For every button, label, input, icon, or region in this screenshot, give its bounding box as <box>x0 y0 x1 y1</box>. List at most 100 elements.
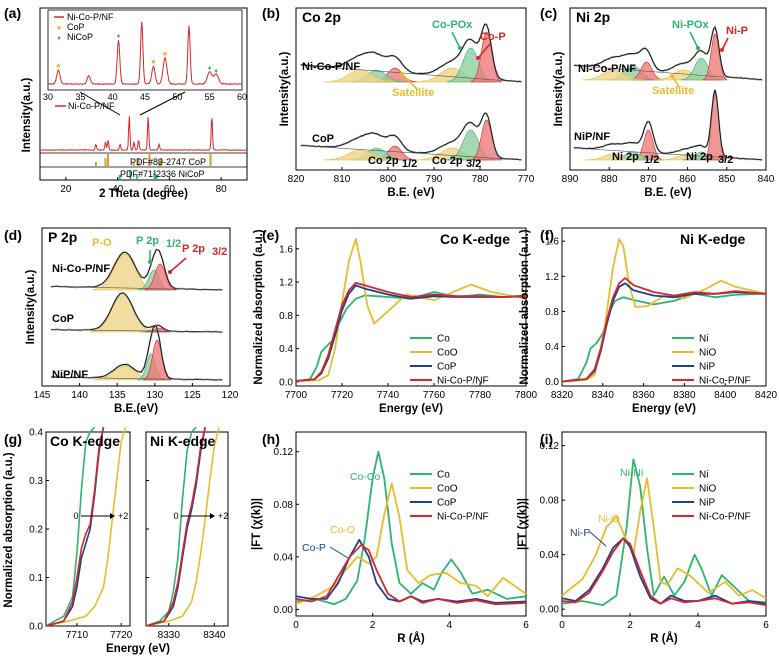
arrow-head <box>400 72 404 76</box>
series-line-ni-co-p/nf <box>295 544 527 606</box>
x-tick-label: 6 <box>763 620 769 631</box>
y-tick-label: 0.8 <box>545 307 559 318</box>
zoom-arrow <box>79 91 121 116</box>
x-tick-label: 4 <box>447 620 453 631</box>
y-tick-label: 0.08 <box>540 496 560 507</box>
series-line-nip <box>561 537 767 605</box>
xps-frame <box>295 7 527 171</box>
x-tick-label: 7780 <box>469 390 492 401</box>
legend-label: CoP <box>437 362 457 373</box>
annotation: Ni-P <box>726 25 748 37</box>
annotation: 3/2 <box>718 154 733 166</box>
x-tick-label: 880 <box>601 174 618 185</box>
legend-label: Ni-Co-P/NF <box>437 512 489 523</box>
annotation: Ni-POx <box>672 19 710 31</box>
x-axis-label: 2 Theta (degree) <box>99 188 188 200</box>
panel-title: Co 2p <box>302 9 341 25</box>
zoom-arrow <box>139 91 186 116</box>
xps-component-peak <box>324 149 397 161</box>
panel-label: (e) <box>262 227 279 243</box>
x-tick-label: 770 <box>518 174 535 185</box>
x-tick-label: 125 <box>184 390 201 401</box>
exafs-frame <box>561 431 767 617</box>
annotation: Co 2p <box>432 155 463 167</box>
legend-label: Ni <box>699 470 708 481</box>
x-axis-label: B.E. (eV) <box>644 187 691 199</box>
panel-title: Ni K-edge <box>680 231 746 247</box>
x-axis-label: Energy (eV) <box>379 403 443 415</box>
x-tick-label: 7700 <box>285 390 308 401</box>
bond-annotation: Ni-Ni <box>620 467 643 479</box>
panel-label: (d) <box>4 227 22 243</box>
legend-marker: ♦ <box>57 35 61 42</box>
x-tick-label: 8330 <box>158 630 181 641</box>
annotation-pointer <box>589 531 607 547</box>
x-tick-label: 7720 <box>331 390 354 401</box>
x-tick-label: 2 <box>627 620 633 631</box>
sample-label: CoP <box>52 313 74 325</box>
x-tick-label: 840 <box>758 174 775 185</box>
series-line-ni-co-p/nf <box>561 277 767 383</box>
legend-label: Co <box>437 470 450 481</box>
arrow-head <box>148 260 152 264</box>
legend-label: NiO <box>699 348 716 359</box>
xps-baseline <box>51 286 223 291</box>
x-tick-label: 8360 <box>632 390 655 401</box>
annotation-arrow <box>721 37 729 51</box>
panel-label: (a) <box>4 5 21 21</box>
annotation-arrow <box>451 31 461 49</box>
x-tick-label: 60 <box>164 184 176 195</box>
panel-label: (b) <box>262 5 280 21</box>
y-tick-label: 0.2 <box>29 525 43 536</box>
legend-label: NiP <box>699 498 715 509</box>
annotation: 3/2 <box>466 158 481 170</box>
legend-label: Ni <box>699 334 708 345</box>
y-tick-label: 0.12 <box>540 441 560 452</box>
legend-label: CoO <box>437 484 458 495</box>
x-tick-label: 7710 <box>66 630 89 641</box>
xps-component-peak <box>143 339 171 381</box>
x-tick-label: 810 <box>334 174 351 185</box>
y-axis-label: Intensity(a.u.) <box>21 77 33 152</box>
legend-label: CoO <box>437 348 458 359</box>
arrow-head <box>696 46 700 50</box>
x-tick-label: 130 <box>146 390 163 401</box>
x-tick-label: 890 <box>562 174 579 185</box>
legend-label: Co <box>437 334 450 345</box>
x-tick-label: 145 <box>34 390 51 401</box>
annotation: P 2p <box>182 243 205 255</box>
y-tick-label: 0.4 <box>279 344 293 355</box>
xps-baseline <box>573 147 763 161</box>
legend-label: NiP <box>699 362 715 373</box>
cop-marker: ★ <box>162 50 168 58</box>
x-tick-label: 870 <box>640 174 657 185</box>
series-line-nip <box>561 282 767 383</box>
annotation: Ni 2p <box>612 151 639 163</box>
x-tick-label: 2 <box>370 620 376 631</box>
xps-component-peak <box>471 31 502 83</box>
inset-frame <box>47 9 243 91</box>
cop-marker: ★ <box>150 58 156 66</box>
x-tick-label: 800 <box>380 174 397 185</box>
legend-label: Ni-Co-P/NF <box>68 101 115 111</box>
sample-label: Ni-Co-P/NF <box>52 263 110 275</box>
bond-annotation: Ni-P <box>570 527 590 539</box>
panel-label: (c) <box>540 5 557 21</box>
y-tick-label: 0.4 <box>545 342 559 353</box>
legend-label: Ni-Co-P/NF <box>67 12 114 22</box>
xps-frame <box>569 7 767 171</box>
y-tick-label: 1.2 <box>545 272 559 283</box>
y-tick-label: 0.0 <box>545 377 559 388</box>
arrow-head <box>210 513 215 519</box>
x-tick-label: 8320 <box>551 390 574 401</box>
y-tick-label: 0.0 <box>29 622 43 633</box>
series-line-coo <box>295 237 527 382</box>
xps-component-peak <box>144 263 177 291</box>
xps-baseline <box>300 64 522 83</box>
series-line-nip <box>145 427 206 627</box>
y-axis-label: Normalized absorption (a.u.) <box>519 229 531 384</box>
annotation: Ni 2p <box>686 151 713 163</box>
xps-component-peak <box>703 33 728 81</box>
x-tick-label: 6 <box>523 620 529 631</box>
annotation: P 2p <box>136 235 159 247</box>
